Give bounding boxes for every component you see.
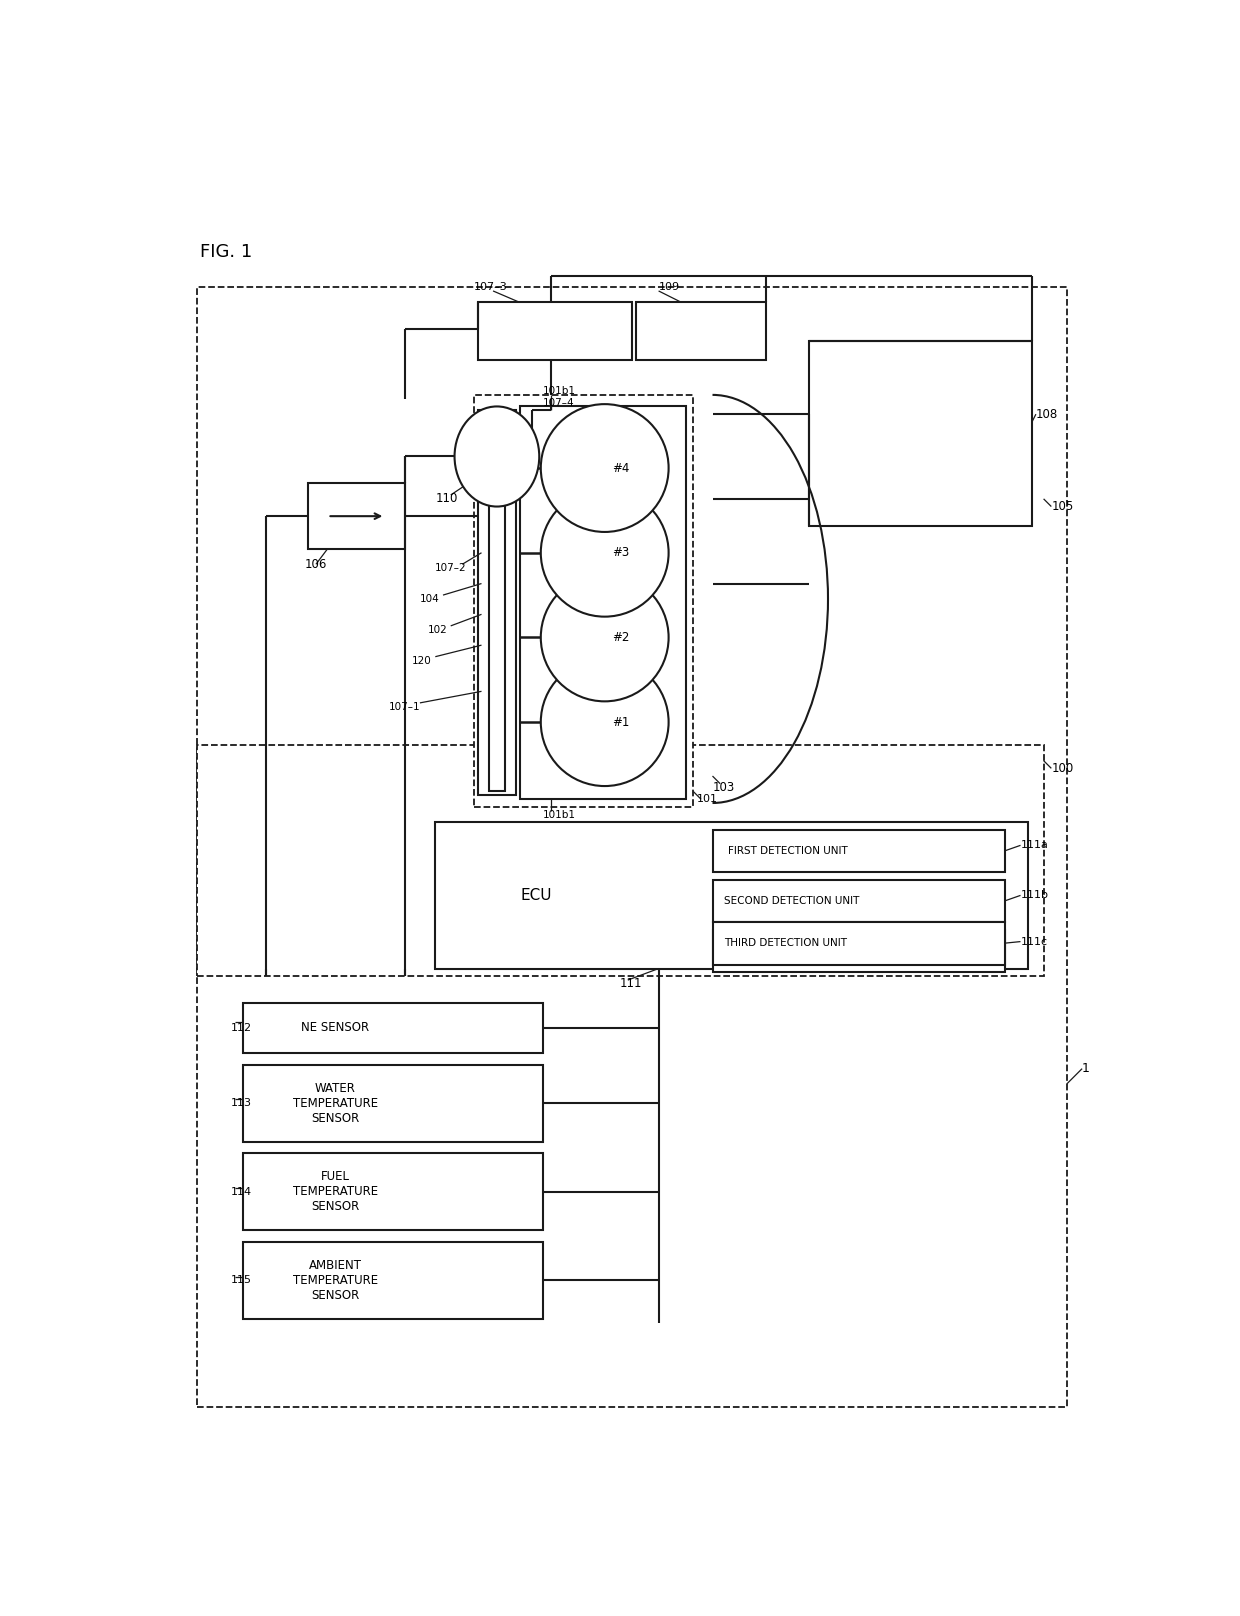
Text: 105: 105	[1052, 499, 1074, 512]
Text: 113: 113	[231, 1099, 252, 1109]
Text: 101b1: 101b1	[543, 810, 577, 819]
Text: 106: 106	[304, 558, 327, 570]
Bar	[474, 394, 693, 806]
Text: ECU: ECU	[520, 887, 552, 903]
Text: 112: 112	[231, 1023, 253, 1033]
Text: 111: 111	[620, 978, 642, 991]
Text: 110: 110	[435, 493, 458, 506]
Text: 109: 109	[658, 283, 680, 292]
Text: 114: 114	[231, 1186, 253, 1197]
Circle shape	[541, 404, 668, 532]
Text: WATER
TEMPERATURE
SENSOR: WATER TEMPERATURE SENSOR	[293, 1081, 378, 1125]
Text: #4: #4	[613, 462, 630, 475]
Text: FIG. 1: FIG. 1	[201, 244, 253, 262]
Bar	[243, 1154, 543, 1230]
Bar	[243, 1004, 543, 1054]
Circle shape	[541, 574, 668, 701]
Text: 115: 115	[231, 1275, 252, 1285]
Text: 111c: 111c	[1021, 937, 1048, 947]
Text: #1: #1	[613, 716, 630, 729]
Bar	[197, 745, 1044, 976]
Text: #2: #2	[613, 630, 630, 643]
Circle shape	[541, 488, 668, 617]
Text: 101b1: 101b1	[543, 386, 577, 396]
Text: 108: 108	[1035, 407, 1058, 420]
Text: 107–4: 107–4	[543, 398, 574, 407]
Text: 1: 1	[1083, 1062, 1090, 1075]
Bar	[243, 1241, 543, 1319]
Text: 101: 101	[697, 793, 718, 805]
Bar	[435, 823, 1028, 968]
Text: FIRST DETECTION UNIT: FIRST DETECTION UNIT	[728, 845, 848, 856]
Bar	[635, 302, 766, 360]
Text: 102: 102	[428, 625, 448, 635]
Text: 107–2: 107–2	[435, 562, 467, 574]
Bar	[713, 881, 1006, 923]
Text: 103: 103	[713, 781, 735, 793]
Circle shape	[541, 658, 668, 785]
Bar	[243, 1065, 543, 1143]
Text: #3: #3	[613, 546, 630, 559]
Text: 111b: 111b	[1021, 890, 1049, 900]
Text: 104: 104	[420, 595, 440, 604]
Text: SECOND DETECTION UNIT: SECOND DETECTION UNIT	[724, 895, 859, 907]
Text: FUEL
TEMPERATURE
SENSOR: FUEL TEMPERATURE SENSOR	[293, 1170, 378, 1214]
Bar	[713, 931, 1006, 973]
Bar	[477, 302, 631, 360]
Bar	[520, 407, 686, 800]
Text: 111a: 111a	[1021, 840, 1048, 850]
Bar	[713, 831, 1006, 873]
Bar	[477, 410, 516, 795]
Bar	[713, 923, 1006, 965]
Text: 107–3: 107–3	[474, 283, 507, 292]
Text: 120: 120	[412, 656, 432, 666]
Text: 107–1: 107–1	[389, 701, 420, 711]
Bar	[309, 483, 404, 549]
Text: THIRD DETECTION UNIT: THIRD DETECTION UNIT	[724, 939, 847, 949]
Bar	[490, 414, 505, 792]
Text: 100: 100	[1052, 761, 1074, 774]
Ellipse shape	[455, 407, 539, 506]
Text: AMBIENT
TEMPERATURE
SENSOR: AMBIENT TEMPERATURE SENSOR	[293, 1259, 378, 1302]
Text: NE SENSOR: NE SENSOR	[301, 1021, 370, 1034]
Bar	[808, 341, 1032, 525]
